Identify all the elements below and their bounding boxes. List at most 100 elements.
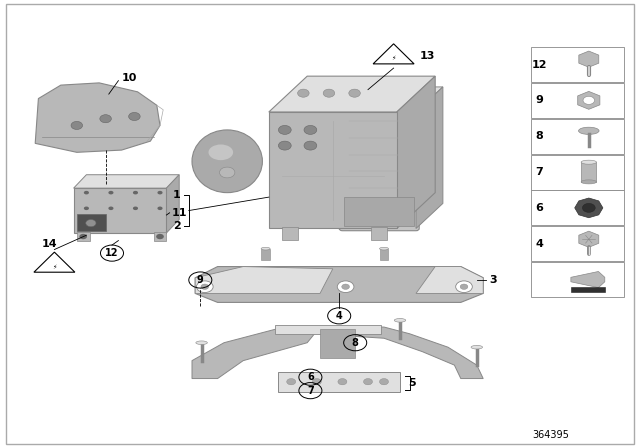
Circle shape — [86, 220, 96, 227]
FancyBboxPatch shape — [581, 162, 596, 182]
Text: 12: 12 — [532, 60, 547, 69]
Polygon shape — [397, 76, 435, 228]
Circle shape — [157, 207, 163, 210]
Circle shape — [133, 191, 138, 194]
Circle shape — [157, 191, 163, 194]
Ellipse shape — [196, 341, 207, 345]
Polygon shape — [416, 267, 483, 293]
Bar — [531, 47, 624, 82]
FancyBboxPatch shape — [269, 112, 397, 228]
Text: 13: 13 — [419, 51, 435, 61]
Bar — [571, 287, 605, 292]
Ellipse shape — [471, 345, 483, 349]
Circle shape — [304, 141, 317, 150]
FancyBboxPatch shape — [261, 249, 270, 260]
Ellipse shape — [581, 160, 596, 164]
Text: 8: 8 — [352, 338, 358, 348]
Circle shape — [201, 284, 209, 289]
FancyBboxPatch shape — [278, 372, 400, 392]
Polygon shape — [275, 325, 381, 334]
Circle shape — [129, 112, 140, 121]
Text: 9: 9 — [197, 275, 204, 285]
Polygon shape — [195, 267, 483, 302]
Circle shape — [304, 125, 317, 134]
FancyBboxPatch shape — [380, 249, 388, 260]
Circle shape — [582, 203, 595, 212]
Circle shape — [287, 379, 296, 385]
FancyBboxPatch shape — [154, 232, 166, 241]
Polygon shape — [579, 51, 599, 67]
Circle shape — [156, 234, 164, 239]
Ellipse shape — [192, 130, 262, 193]
Circle shape — [337, 281, 354, 293]
FancyBboxPatch shape — [77, 232, 90, 241]
Ellipse shape — [579, 127, 599, 134]
Ellipse shape — [209, 145, 233, 160]
Text: 5: 5 — [408, 378, 416, 388]
Polygon shape — [35, 83, 160, 152]
Circle shape — [278, 141, 291, 150]
Polygon shape — [320, 329, 355, 358]
Ellipse shape — [394, 319, 406, 322]
Text: 364395: 364395 — [532, 431, 569, 440]
Polygon shape — [575, 198, 603, 218]
Polygon shape — [579, 231, 599, 247]
Polygon shape — [195, 267, 333, 293]
Text: 3: 3 — [490, 275, 497, 285]
Text: 7: 7 — [307, 386, 314, 396]
FancyBboxPatch shape — [74, 188, 166, 233]
Bar — [531, 155, 624, 190]
Ellipse shape — [380, 247, 388, 250]
FancyBboxPatch shape — [339, 110, 419, 231]
Polygon shape — [77, 214, 106, 231]
Text: 6: 6 — [536, 203, 543, 213]
Text: 4: 4 — [336, 311, 342, 321]
Polygon shape — [166, 175, 179, 233]
Circle shape — [100, 115, 111, 123]
Circle shape — [349, 89, 360, 97]
Text: 4: 4 — [536, 239, 543, 249]
Ellipse shape — [581, 180, 596, 184]
Text: ⚡: ⚡ — [392, 56, 396, 61]
Bar — [531, 262, 624, 297]
Polygon shape — [349, 327, 483, 379]
Circle shape — [338, 379, 347, 385]
Text: 10: 10 — [122, 73, 137, 83]
Circle shape — [380, 379, 388, 385]
Circle shape — [108, 207, 113, 210]
Bar — [531, 226, 624, 261]
Circle shape — [342, 284, 349, 289]
Circle shape — [312, 379, 321, 385]
Circle shape — [84, 207, 89, 210]
Text: 11: 11 — [172, 208, 187, 218]
Bar — [531, 119, 624, 154]
Polygon shape — [269, 76, 435, 112]
Bar — [531, 190, 624, 225]
Circle shape — [298, 89, 309, 97]
Circle shape — [196, 281, 213, 293]
Circle shape — [323, 89, 335, 97]
Polygon shape — [192, 327, 320, 379]
Text: ⚡: ⚡ — [52, 264, 56, 270]
Circle shape — [456, 281, 472, 293]
Circle shape — [71, 121, 83, 129]
Circle shape — [278, 125, 291, 134]
Text: 2: 2 — [173, 221, 180, 231]
Text: 8: 8 — [536, 131, 543, 141]
Text: 12: 12 — [105, 248, 119, 258]
FancyBboxPatch shape — [371, 227, 387, 240]
Text: 9: 9 — [536, 95, 543, 105]
Text: 7: 7 — [536, 167, 543, 177]
Circle shape — [583, 96, 595, 104]
Circle shape — [133, 207, 138, 210]
FancyBboxPatch shape — [344, 197, 414, 226]
Polygon shape — [571, 271, 605, 288]
Text: 1: 1 — [173, 190, 180, 200]
Ellipse shape — [261, 247, 270, 250]
Polygon shape — [578, 91, 600, 109]
Circle shape — [108, 191, 113, 194]
Text: 14: 14 — [42, 239, 57, 249]
Circle shape — [79, 234, 87, 239]
Polygon shape — [74, 175, 179, 188]
FancyBboxPatch shape — [282, 227, 298, 240]
